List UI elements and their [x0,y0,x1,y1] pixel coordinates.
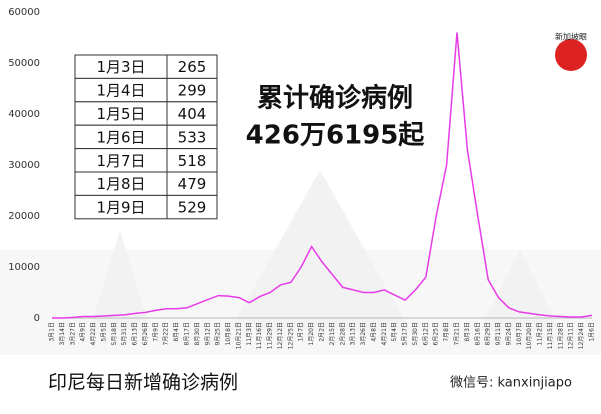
logo-text: 新加坡眼 [555,32,587,42]
x-tick-label: 5月4日 [391,322,398,342]
chart-title: 累计确诊病例 [257,83,413,114]
x-tick-label: 10月8日 [225,322,232,345]
x-tick-label: 10月21日 [235,322,242,349]
x-tick-label: 5月18日 [111,322,118,345]
y-tick-label: 50000 [8,58,40,69]
x-tick-label: 4月22日 [90,322,97,345]
x-tick-label: 8月16日 [474,322,481,345]
table: 1月3日 265 1月4日 299 1月5日 404 1月6日 533 1月7日 518 1月8日 4… [74,54,218,220]
x-tick-label: 3月14日 [59,322,66,345]
x-tick-label: 5月5日 [100,322,107,342]
x-tick-label: 6月26日 [142,322,149,345]
y-tick-label: 20000 [8,211,40,222]
x-tick-label: 9月11日 [495,322,502,345]
x-tick-label: 8月3日 [464,322,471,342]
x-tick-label: 11月29日 [267,322,274,349]
x-tick-label: 1月7日 [298,322,305,342]
table-date: 1月5日 [96,105,145,123]
x-tick-label: 5月17日 [402,322,409,345]
x-tick-label: 12月12日 [277,322,284,349]
table-date: 1月4日 [96,82,145,100]
watermark: 微信号: kanxinjiapo [450,376,572,391]
x-tick-label: 11月3日 [246,322,253,345]
x-tick-label: 4月8日 [370,322,377,342]
x-tick-label: 5月31日 [121,322,128,345]
x-tick-label: 3月1日 [49,322,56,342]
x-tick-label: 12月11日 [568,322,575,349]
x-tick-label: 12月24日 [578,322,585,349]
table-date: 1月8日 [96,175,145,193]
x-tick-label: 7月9日 [152,322,159,342]
x-tick-label: 2月2日 [319,322,326,342]
data-line [52,32,593,319]
table-count: 518 [178,152,207,170]
logo-icon [555,39,587,71]
x-tick-label: 8月4日 [173,322,180,342]
chart-subtitle: 426万6195起 [246,121,426,151]
x-tick-label: 11月2日 [537,322,544,345]
x-tick-label: 10月7日 [516,322,523,345]
table-date: 1月9日 [96,199,145,217]
x-tick-label: 2月28日 [339,322,346,345]
y-tick-label: 10000 [8,262,40,273]
x-tick-label: 7月8日 [443,322,450,342]
caption: 印尼每日新增确诊病例 [48,372,238,394]
x-tick-label: 7月22日 [163,322,170,345]
table-date: 1月6日 [96,128,145,146]
table-row [74,194,218,220]
y-tick-label: 0 [34,313,40,324]
table-count: 479 [178,175,207,193]
y-tick-label: 30000 [8,160,40,171]
x-tick-label: 8月30日 [194,322,201,345]
table-count: 265 [178,58,207,76]
x-tick-label: 3月26日 [360,322,367,345]
table-date: 1月7日 [96,152,145,170]
x-tick-label: 3月27日 [69,322,76,345]
x-tick-label: 11月28日 [557,322,564,349]
table-count: 404 [178,105,207,123]
caption-band [0,355,601,414]
x-tick-label: 11月16日 [256,322,263,349]
x-tick-label: 9月24日 [505,322,512,345]
x-tick-label: 6月25日 [433,322,440,345]
x-tick-label: 3月13日 [350,322,357,345]
y-tick-label: 40000 [8,109,40,120]
x-tick-label: 4月21日 [381,322,388,345]
x-tick-label: 2月15日 [329,322,336,345]
x-tick-label: 10月20日 [526,322,533,349]
table-count: 533 [178,128,207,146]
table-count: 299 [178,82,207,100]
x-tick-label: 4月9日 [80,322,87,342]
x-tick-label: 12月25日 [287,322,294,349]
x-tick-label: 6月12日 [422,322,429,345]
x-tick-label: 1月6日 [589,322,596,342]
x-tick-label: 1月20日 [308,322,315,345]
x-tick-label: 9月25日 [215,322,222,345]
table-date: 1月3日 [96,58,145,76]
x-tick-label: 6月13日 [132,322,139,345]
x-tick-label: 7月21日 [454,322,461,345]
x-tick-label: 9月12日 [204,322,211,345]
y-tick-label: 60000 [8,7,40,18]
x-tick-label: 8月17日 [184,322,191,345]
table-count: 529 [178,199,207,217]
x-tick-label: 5月30日 [412,322,419,345]
x-tick-label: 8月29日 [485,322,492,345]
x-tick-label: 11月15日 [547,322,554,349]
